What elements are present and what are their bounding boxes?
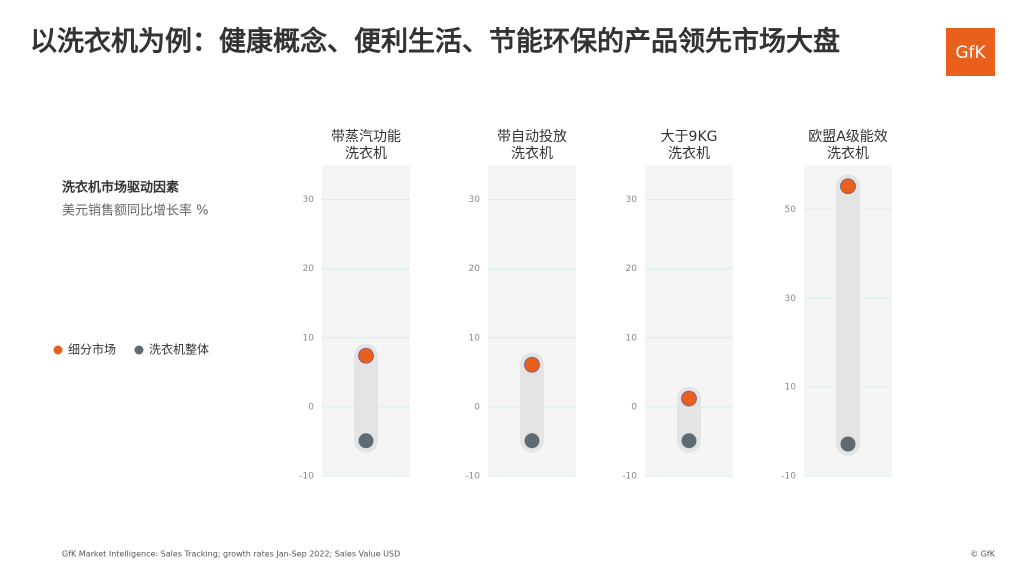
chart-title: 欧盟A级能效 [808, 129, 888, 145]
y-tick-label: -10 [622, 472, 637, 482]
y-tick-label: -10 [465, 472, 480, 482]
chart-title: 洗衣机 [668, 146, 710, 162]
y-tick-label: 0 [631, 402, 637, 412]
y-tick-label: 30 [469, 195, 481, 205]
dot [840, 178, 856, 195]
chart-title: 洗衣机 [511, 146, 553, 162]
y-tick-label: 0 [308, 402, 314, 412]
y-tick-label: 20 [303, 264, 315, 274]
y-tick-label: 20 [626, 264, 638, 274]
legend-dot [134, 345, 144, 355]
chart-title: 大于9KG [661, 129, 718, 145]
logo: GfK [955, 43, 986, 63]
dot [681, 433, 697, 449]
range-bar [354, 343, 378, 453]
logo-box [946, 28, 995, 76]
chart-title: 带蒸汽功能 [331, 129, 401, 145]
y-tick-label: 10 [469, 333, 481, 343]
slide-title: 以洗衣机为例：健康概念、便利生活、节能环保的产品领先市场大盘 [30, 26, 840, 58]
dot [358, 433, 374, 449]
intro-subheading: 美元销售额同比增长率 % [62, 203, 209, 219]
y-tick-label: 50 [785, 205, 797, 215]
chart-title: 洗衣机 [827, 146, 869, 162]
range-bar [520, 352, 544, 453]
dot [524, 356, 540, 373]
legend-dot [53, 345, 63, 355]
legend-label: 细分市场 [68, 342, 116, 357]
chart-title: 洗衣机 [345, 146, 387, 162]
y-tick-label: 10 [626, 333, 638, 343]
y-tick-label: 30 [785, 294, 797, 304]
footer-copyright: © GfK [970, 550, 996, 559]
y-tick-label: -10 [781, 472, 796, 482]
y-tick-label: 20 [469, 264, 481, 274]
footer-source: GfK Market Intelligence: Sales Tracking;… [62, 550, 400, 559]
dot [358, 347, 374, 364]
intro-heading: 洗衣机市场驱动因素 [62, 180, 179, 196]
y-tick-label: -10 [299, 472, 314, 482]
y-tick-label: 10 [303, 333, 315, 343]
y-tick-label: 10 [785, 383, 797, 393]
y-tick-label: 0 [474, 402, 480, 412]
dot [524, 433, 540, 449]
y-tick-label: 30 [626, 195, 638, 205]
chart-title: 带自动投放 [497, 129, 567, 145]
dot [840, 436, 856, 452]
dot [681, 390, 697, 407]
range-bar [836, 174, 860, 457]
legend-label: 洗衣机整体 [149, 342, 209, 357]
y-tick-label: 30 [303, 195, 315, 205]
